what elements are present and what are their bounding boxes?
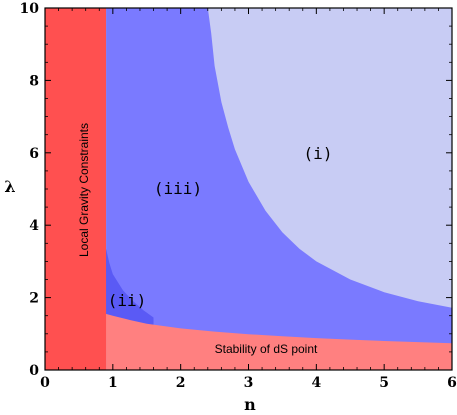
axis-ticks: 0 1 2 3 4 5 6 0 2 4 6 8 10 bbox=[20, 1, 457, 391]
x-tick-label: 1 bbox=[108, 375, 118, 391]
region-ii-label: (ii) bbox=[108, 291, 147, 310]
y-tick-label: 4 bbox=[29, 218, 39, 234]
region-iii-label: (iii) bbox=[154, 179, 202, 198]
x-axis-title: n bbox=[244, 395, 256, 414]
x-tick-label: 2 bbox=[176, 375, 186, 391]
y-tick-label: 10 bbox=[20, 1, 40, 17]
stability-annotation: Stability of dS point bbox=[215, 342, 318, 356]
region-i-label: (i) bbox=[304, 144, 333, 163]
y-tick-label: 8 bbox=[29, 73, 39, 89]
x-tick-label: 6 bbox=[447, 375, 457, 391]
stability-area bbox=[106, 313, 452, 370]
region-ii-area bbox=[106, 248, 154, 325]
y-tick-label: 6 bbox=[29, 146, 39, 162]
x-tick-label: 4 bbox=[311, 375, 321, 391]
region-i-area bbox=[207, 8, 452, 308]
local-gravity-annotation: Local Gravity Constraints bbox=[77, 123, 91, 257]
x-tick-label: 3 bbox=[244, 375, 254, 391]
y-tick-label: 0 bbox=[29, 363, 39, 379]
x-tick-label: 0 bbox=[40, 375, 50, 391]
y-axis-title: λ bbox=[4, 177, 15, 196]
chart-labels: (i) (iii) (ii) Stability of dS point Loc… bbox=[4, 123, 332, 414]
local-gravity-area bbox=[45, 8, 107, 370]
x-tick-label: 5 bbox=[379, 375, 389, 391]
y-tick-label: 2 bbox=[29, 291, 39, 307]
plot-area bbox=[45, 8, 452, 370]
